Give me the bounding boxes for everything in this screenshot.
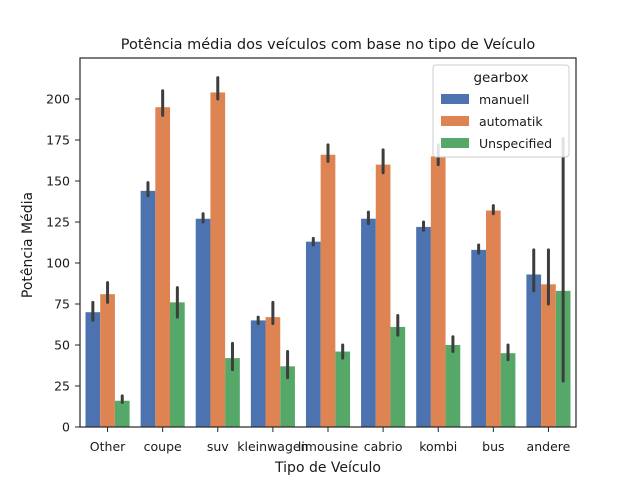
x-tick-label-limousine: limousine xyxy=(298,439,359,454)
bar-kombi-unspecified xyxy=(445,345,461,427)
y-tick-label: 150 xyxy=(46,174,70,189)
legend-swatch-automatik xyxy=(441,116,469,126)
x-tick-label-other: Other xyxy=(90,439,126,454)
y-tick-label: 175 xyxy=(46,133,70,148)
y-tick-label: 200 xyxy=(46,92,70,107)
legend-swatch-unspecified xyxy=(441,138,469,148)
plot-frame xyxy=(79,57,577,428)
bar-coupe-automatik xyxy=(155,107,171,427)
bar-cabrio-automatik xyxy=(375,164,391,427)
y-tick-label: 50 xyxy=(54,338,70,353)
bar-kombi-automatik xyxy=(430,156,446,427)
x-tick-label-kleinwagen: kleinwagen xyxy=(237,439,308,454)
bars-layer xyxy=(85,92,571,427)
error-bars-layer xyxy=(91,76,565,404)
x-axis-label: Tipo de Veículo xyxy=(274,460,381,476)
bar-other-automatik xyxy=(100,294,115,427)
y-tick-label: 0 xyxy=(62,420,70,435)
bar-kleinwagen-manuell xyxy=(250,320,266,427)
bar-andere-manuell xyxy=(526,274,542,427)
x-tick-label-bus: bus xyxy=(482,439,504,454)
bar-limousine-manuell xyxy=(305,241,321,427)
bar-limousine-automatik xyxy=(320,154,336,427)
bar-bus-manuell xyxy=(471,249,486,427)
bar-cabrio-manuell xyxy=(361,218,376,427)
y-axis: 0 25 50 75 100 125 150 175 200 xyxy=(46,92,80,435)
bar-andere-automatik xyxy=(541,284,556,427)
legend-swatch-manuell xyxy=(441,94,469,104)
bar-suv-automatik xyxy=(210,92,226,427)
bar-coupe-manuell xyxy=(140,190,156,427)
chart-title: Potência média dos veículos com base no … xyxy=(121,37,536,53)
y-tick-label: 100 xyxy=(46,256,70,271)
legend-box xyxy=(432,64,570,158)
y-tick-label: 25 xyxy=(54,379,70,394)
legend-title: gearbox xyxy=(473,70,528,86)
bar-other-unspecified xyxy=(114,400,130,427)
y-tick-label: 125 xyxy=(46,215,70,230)
x-tick-label-kombi: kombi xyxy=(419,439,457,454)
legend: gearbox manuell automatik Unspecified xyxy=(432,64,570,158)
x-tick-label-coupe: coupe xyxy=(144,439,182,454)
x-tick-label-suv: suv xyxy=(207,439,229,454)
bar-kleinwagen-unspecified xyxy=(280,366,295,427)
bar-other-manuell xyxy=(85,312,101,427)
legend-label-unspecified: Unspecified xyxy=(479,136,552,151)
bar-suv-manuell xyxy=(195,218,211,427)
bar-bus-unspecified xyxy=(500,353,516,427)
legend-label-automatik: automatik xyxy=(479,114,543,129)
x-tick-label-cabrio: cabrio xyxy=(364,439,403,454)
bar-cabrio-unspecified xyxy=(390,326,406,427)
y-tick-label: 75 xyxy=(54,297,70,312)
bar-kombi-manuell xyxy=(416,226,431,427)
bar-bus-automatik xyxy=(485,210,501,427)
legend-label-manuell: manuell xyxy=(479,92,529,107)
bar-suv-unspecified xyxy=(225,358,240,427)
bar-kleinwagen-automatik xyxy=(265,317,281,427)
bar-coupe-unspecified xyxy=(170,302,185,427)
x-tick-label-andere: andere xyxy=(527,439,571,454)
y-axis-label: Potência Média xyxy=(20,192,36,298)
bar-limousine-unspecified xyxy=(335,351,351,427)
